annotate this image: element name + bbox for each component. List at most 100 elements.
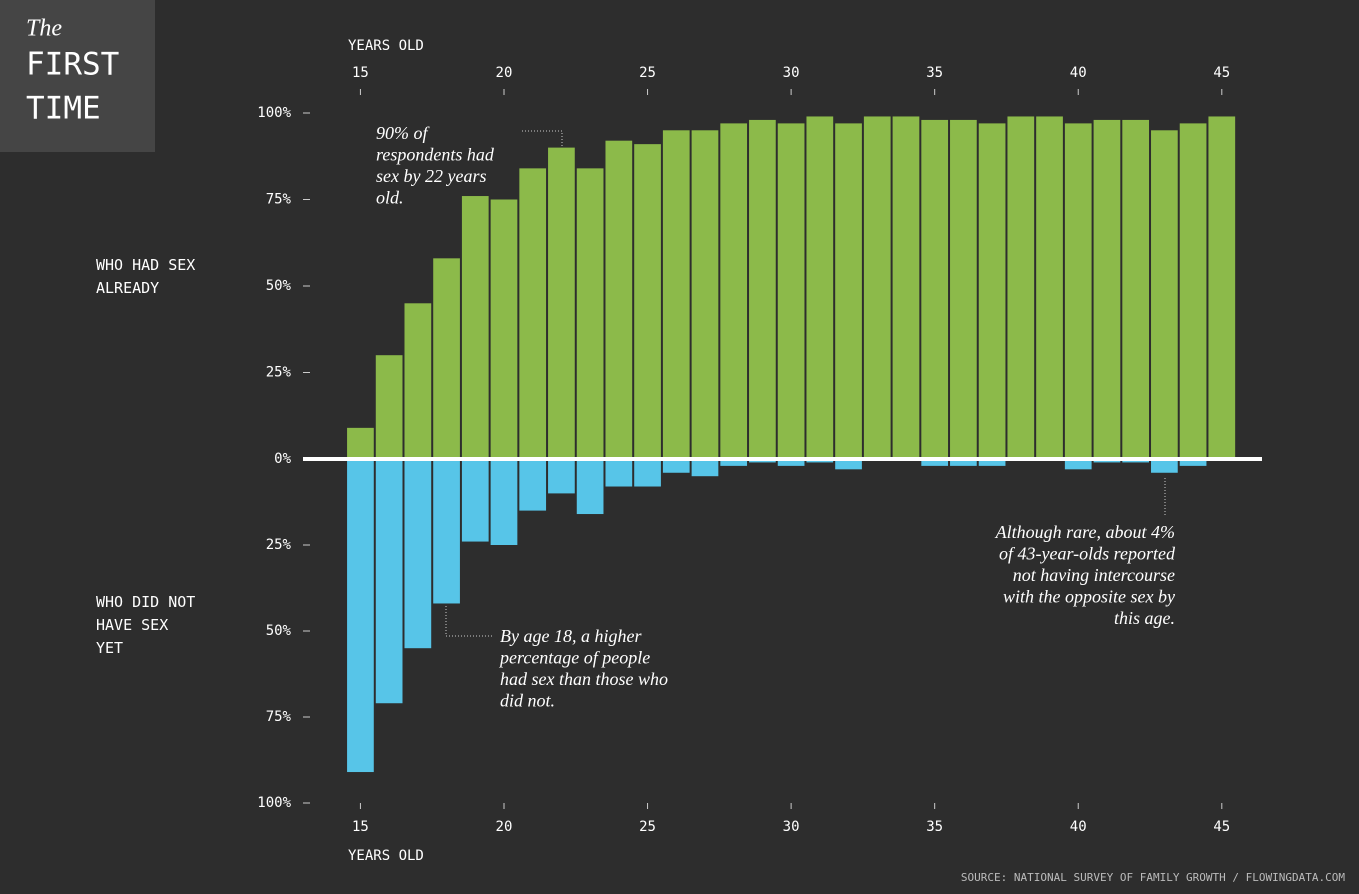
- bar: [691, 459, 719, 477]
- bar: [519, 168, 547, 460]
- connector: [522, 130, 563, 146]
- bar: [950, 119, 977, 460]
- bar: [863, 116, 891, 460]
- y-tick-label: 75%: [266, 192, 292, 208]
- connectors: [445, 130, 1166, 637]
- annotation: Although rare, about 4%: [995, 522, 1175, 542]
- y2-tick-label: 100%: [257, 795, 291, 811]
- bar: [1064, 459, 1092, 470]
- bar: [662, 130, 690, 460]
- bar: [634, 459, 661, 487]
- bar: [605, 459, 633, 487]
- bar: [950, 459, 977, 466]
- legend-label: WHO DID NOT HAVE SEX YET: [96, 593, 196, 657]
- x-tick-label: 35: [926, 65, 943, 81]
- y2-tick-label: 75%: [266, 709, 292, 725]
- y-tick-label: 100%: [257, 105, 291, 121]
- bar: [978, 123, 1006, 459]
- x-tick-label: 15: [352, 819, 369, 835]
- bar: [921, 459, 949, 466]
- x-tick-label: 20: [496, 819, 513, 835]
- y2-tick-label: 50%: [266, 623, 292, 639]
- bar: [691, 130, 719, 460]
- bar: [1122, 119, 1150, 460]
- bar: [490, 199, 518, 459]
- bar: [461, 459, 489, 542]
- y-tick-label: 50%: [266, 278, 292, 294]
- bar: [806, 116, 834, 460]
- x-tick-label: 30: [783, 65, 800, 81]
- bar: [777, 459, 805, 466]
- bar: [1007, 116, 1035, 460]
- title-box: [0, 0, 155, 152]
- bar: [634, 144, 661, 459]
- y2-tick-label: 25%: [266, 537, 292, 553]
- annotation: percentage of people: [498, 648, 650, 668]
- bar: [720, 459, 748, 466]
- x-tick-label: 40: [1070, 819, 1087, 835]
- bar: [1093, 119, 1121, 460]
- annotation: of 43-year-olds reported: [999, 544, 1176, 564]
- bar: [1208, 116, 1236, 460]
- bar: [347, 459, 374, 773]
- bar: [1064, 123, 1092, 459]
- annotation: not having intercourse: [1013, 565, 1175, 585]
- bar: [835, 459, 862, 470]
- bar: [978, 459, 1006, 466]
- connector: [445, 606, 493, 637]
- title: TIME: [26, 91, 101, 127]
- bar: [1151, 130, 1178, 460]
- bar: [1036, 116, 1063, 460]
- annotation: with the opposite sex by: [1003, 587, 1175, 607]
- x-tick-label: 40: [1070, 65, 1087, 81]
- title: FIRST: [26, 47, 119, 83]
- bar: [835, 123, 862, 459]
- x-axis-title: YEARS OLD: [348, 38, 424, 54]
- x-tick-label: 20: [496, 65, 513, 81]
- annotation: did not.: [500, 691, 555, 711]
- y-tick-label: 25%: [266, 365, 292, 381]
- bar: [605, 140, 633, 459]
- bar: [461, 196, 489, 460]
- annotation: sex by 22 years: [376, 166, 486, 186]
- y-tick-label: 0%: [274, 451, 291, 467]
- x-tick-label: 35: [926, 819, 943, 835]
- bar: [519, 459, 547, 511]
- bar: [375, 355, 403, 459]
- legend-label: WHO HAD SEX ALREADY: [96, 256, 196, 297]
- bar: [548, 147, 575, 459]
- bar: [404, 459, 432, 649]
- bar: [490, 459, 518, 545]
- x-tick-label: 15: [352, 65, 369, 81]
- bar: [720, 123, 748, 459]
- annotation: respondents had: [376, 145, 495, 165]
- bar: [404, 303, 432, 459]
- bar: [921, 119, 949, 460]
- bar: [375, 459, 403, 704]
- bar: [347, 427, 374, 459]
- x-tick-label: 45: [1213, 65, 1230, 81]
- annotation: 90% of: [376, 123, 430, 143]
- bar: [576, 459, 604, 515]
- annotation: this age.: [1114, 608, 1175, 628]
- bar: [892, 116, 920, 460]
- source: SOURCE: NATIONAL SURVEY OF FAMILY GROWTH…: [961, 871, 1345, 884]
- x-tick-label: 25: [639, 819, 656, 835]
- bar: [1179, 459, 1207, 466]
- annotation: By age 18, a higher: [500, 626, 642, 646]
- x-tick-label: 25: [639, 65, 656, 81]
- annotation: had sex than those who: [500, 669, 668, 689]
- bar: [576, 168, 604, 460]
- bar: [777, 123, 805, 459]
- x-tick-label: 30: [783, 819, 800, 835]
- title-kicker: The: [26, 16, 62, 42]
- annotation: old.: [376, 188, 404, 208]
- bar: [433, 459, 460, 604]
- bar: [1151, 459, 1178, 473]
- x-axis-title: YEARS OLD: [348, 848, 424, 864]
- bar: [1179, 123, 1207, 459]
- bar: [548, 459, 575, 494]
- bar: [749, 119, 776, 460]
